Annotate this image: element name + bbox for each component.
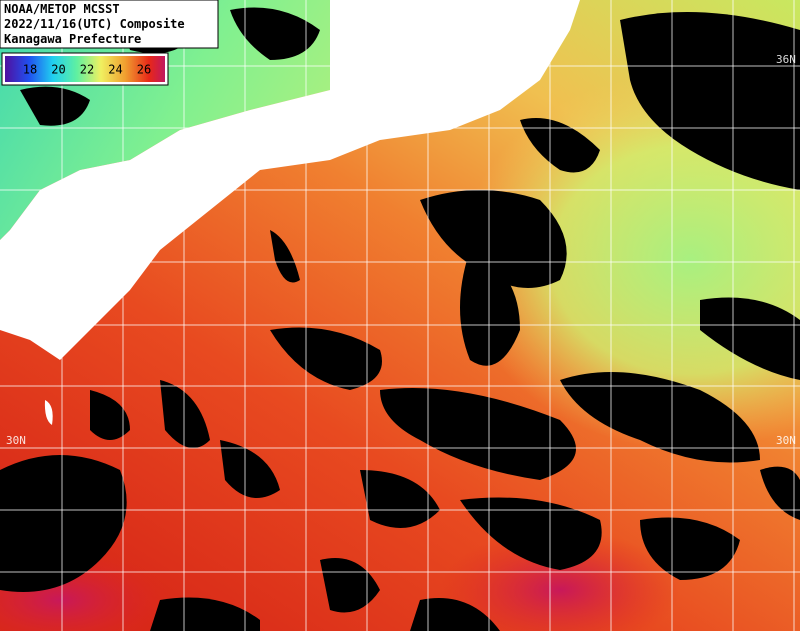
lat-label: 36N — [776, 53, 796, 66]
colorbar-label: 26 — [137, 63, 151, 77]
warm-water — [440, 530, 680, 631]
land — [5, 254, 35, 300]
header-line: 2022/11/16(UTC) Composite — [4, 17, 185, 31]
colorbar-label: 24 — [108, 63, 122, 77]
lat-label: 30N — [6, 434, 26, 447]
colorbar-label: 22 — [80, 63, 94, 77]
colorbar — [5, 56, 165, 82]
cool-water — [460, 70, 800, 450]
header-line: Kanagawa Prefecture — [4, 32, 141, 46]
colorbar-label: 20 — [51, 63, 65, 77]
lat-label: 30N — [776, 434, 796, 447]
colorbar-label: 18 — [23, 63, 37, 77]
header-box — [0, 0, 219, 49]
land — [0, 0, 580, 360]
island — [44, 400, 53, 425]
header-line: NOAA/METOP MCSST — [4, 2, 120, 16]
